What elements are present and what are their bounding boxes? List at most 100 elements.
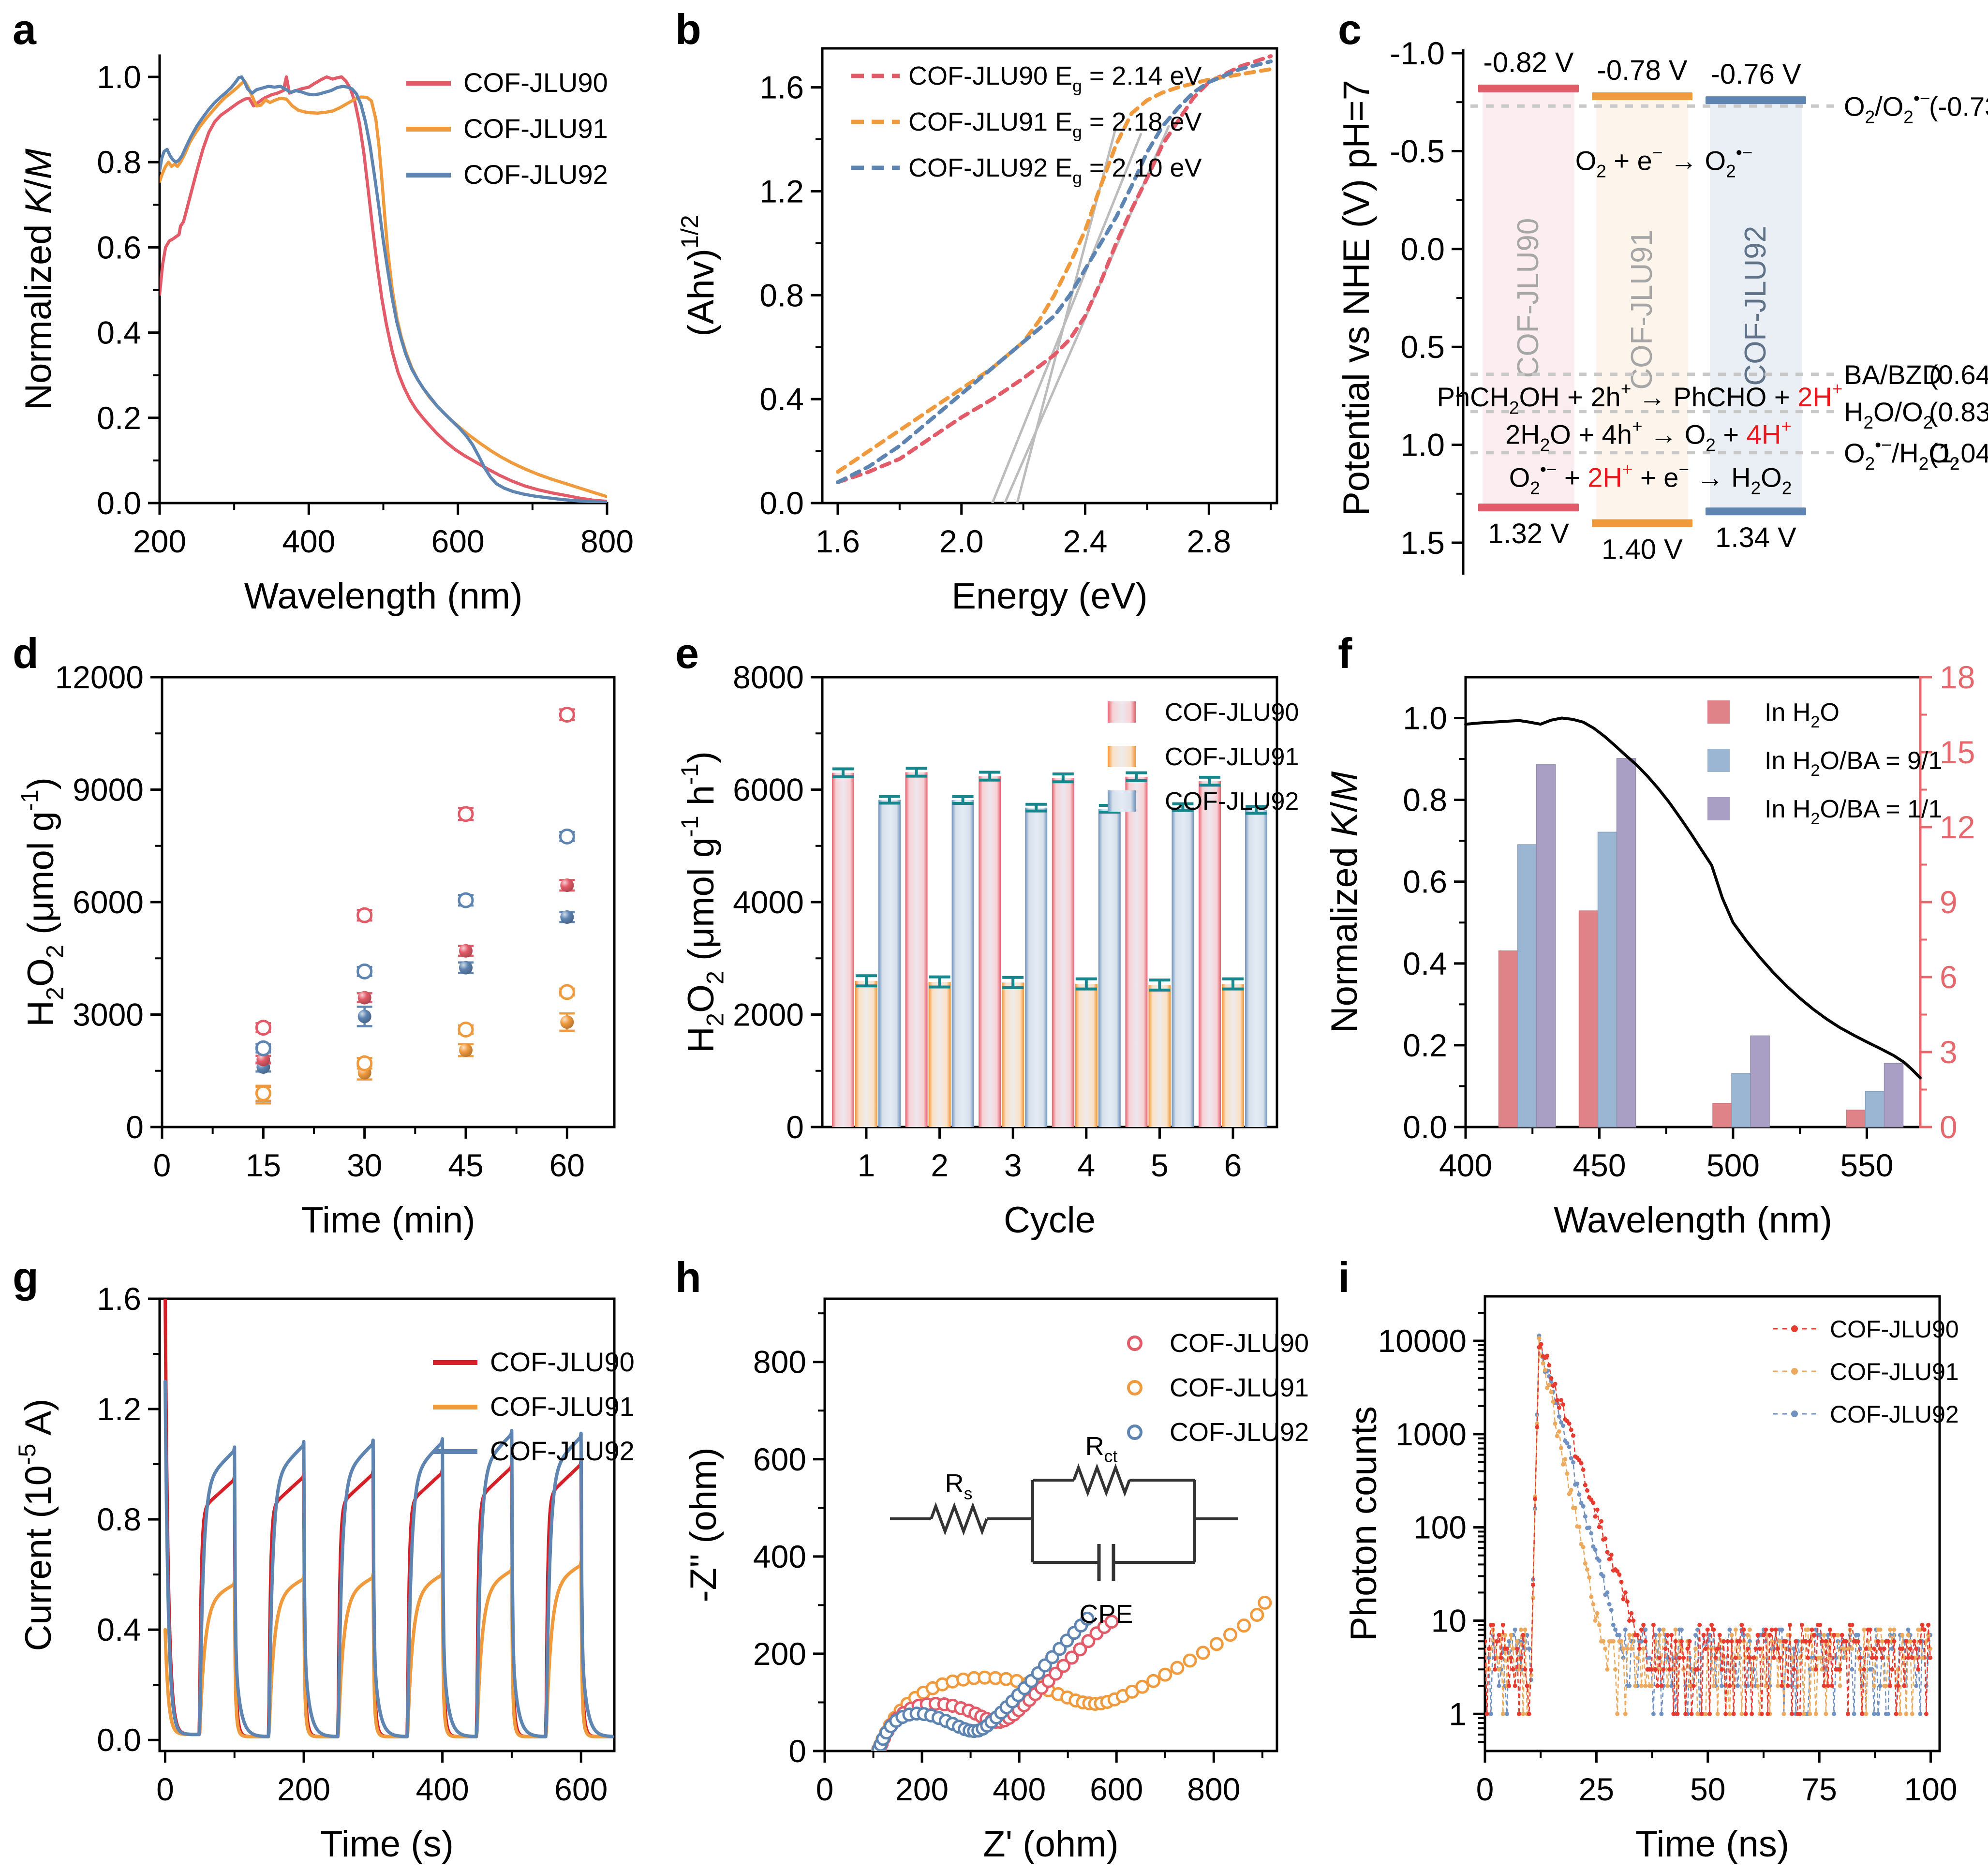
f-bars-In H_2_O xyxy=(1498,910,1866,1128)
svg-text:400: 400 xyxy=(753,1539,806,1574)
panel-e-letter: e xyxy=(675,629,699,677)
cycling-stability-bar-chart: 1 2 3 4 5 6 0 2000 4000 6000 8000 Cycle H2O2 (μmol g… xyxy=(676,659,1299,1241)
axes xyxy=(150,676,616,1139)
tick-labels: 200 400 600 800 0.0 0.2 0.4 0.6 0.8 1.0 xyxy=(97,59,634,559)
svg-text:200: 200 xyxy=(133,523,186,559)
legend: COF-JLU90 COF-JLU91 COF-JLU92 xyxy=(1773,1316,1959,1428)
svg-text:PhCH2OH + 2h+ → PhCHO + 2H+: PhCH2OH + 2h+ → PhCHO + 2H+ xyxy=(1437,379,1843,418)
axes xyxy=(1452,49,1465,575)
svg-text:COF-JLU90: COF-JLU90 xyxy=(1170,1329,1309,1358)
svg-text:15: 15 xyxy=(1940,734,1975,770)
svg-text:0: 0 xyxy=(153,1147,171,1183)
svg-text:COF-JLU92: COF-JLU92 xyxy=(1739,226,1772,386)
svg-text:2H2O + 4h+ → O2 + 4H+: 2H2O + 4h+ → O2 + 4H+ xyxy=(1505,416,1792,455)
axes xyxy=(148,1297,616,1763)
svg-text:0.8: 0.8 xyxy=(97,1501,141,1537)
svg-text:1: 1 xyxy=(1449,1696,1467,1732)
b-series-tangent-JLU91 xyxy=(1016,125,1117,503)
svg-text:0.0: 0.0 xyxy=(1400,231,1445,267)
redox-lines: O2/O2•−(-0.73 V) BA/BZD(0.64 V) H2O/O2(0.8… xyxy=(1470,89,1988,474)
svg-text:0.4: 0.4 xyxy=(97,1612,141,1647)
svg-text:Time (ns): Time (ns) xyxy=(1635,1824,1789,1865)
svg-text:0.8: 0.8 xyxy=(97,144,141,180)
svg-text:In H2O: In H2O xyxy=(1765,698,1840,731)
svg-text:15: 15 xyxy=(246,1147,281,1183)
svg-text:50: 50 xyxy=(1690,1771,1725,1807)
svg-text:COF-JLU92: COF-JLU92 xyxy=(1170,1418,1309,1447)
svg-text:12: 12 xyxy=(1940,809,1975,845)
h2o2-production-time-chart: 0 15 30 45 60 0 3000 6000 9000 12000 Time (min) H2O… xyxy=(16,659,616,1241)
svg-text:3000: 3000 xyxy=(73,997,144,1033)
tick-labels: 400 450 500 550 0.0 0.2 0.4 0.6 0.8 1.0 0 3 6 9 12 15 18 xyxy=(1403,659,1975,1183)
svg-text:200: 200 xyxy=(895,1771,949,1807)
legend-swatch-circle xyxy=(1127,1380,1142,1395)
panel-a-letter: a xyxy=(13,5,36,53)
panel-d: d 0 15 30 45 60 0 3000 6000 9000 12000 Time (min) H… xyxy=(0,624,663,1248)
svg-text:COF-JLU91: COF-JLU91 xyxy=(490,1391,635,1422)
svg-text:0.8: 0.8 xyxy=(759,277,804,313)
nyquist-eis-chart: 0 200 400 600 800 0 200 400 600 800 Z' (ohm) -Z'' (… xyxy=(683,1297,1309,1865)
panel-g-letter: g xyxy=(13,1253,39,1301)
svg-text:60: 60 xyxy=(549,1147,585,1183)
svg-text:1.32 V: 1.32 V xyxy=(1488,518,1569,549)
legend: COF-JLU90 COF-JLU91 COF-JLU92 xyxy=(406,67,608,190)
svg-text:0: 0 xyxy=(1476,1771,1494,1807)
axis-titles: Wavelength (nm)Normalized K/MAQY (%) xyxy=(1325,771,1832,1241)
svg-text:COF-JLU90 Eg = 2.14 eV: COF-JLU90 Eg = 2.14 eV xyxy=(908,61,1202,96)
svg-text:Rct: Rct xyxy=(1085,1432,1118,1466)
svg-text:4000: 4000 xyxy=(733,884,804,920)
axes xyxy=(1473,1295,1941,1763)
svg-text:2.4: 2.4 xyxy=(1063,523,1108,559)
svg-text:100: 100 xyxy=(1413,1510,1467,1545)
h-series-COF-JLU90 xyxy=(873,1615,1119,1751)
svg-text:Z' (ohm): Z' (ohm) xyxy=(983,1824,1119,1865)
svg-text:0: 0 xyxy=(126,1109,144,1145)
svg-text:0.8: 0.8 xyxy=(1403,782,1447,818)
svg-text:COF-JLU90: COF-JLU90 xyxy=(1830,1316,1959,1343)
svg-text:(Ahv)1/2: (Ahv)1/2 xyxy=(676,215,722,336)
svg-text:(-0.73 V): (-0.73 V) xyxy=(1929,91,1988,121)
svg-text:COF-JLU90: COF-JLU90 xyxy=(463,67,608,98)
i-series-COF-JLU90 xyxy=(1485,1342,1933,1716)
e-bars-COF-JLU91 xyxy=(855,974,1245,1127)
panel-f: f 400 450 500 550 0.0 0.2 0.4 0.6 0.8 1.0 0 3 6 9 12 15… xyxy=(1325,624,1988,1248)
legend: COF-JLU90 COF-JLU91 COF-JLU92 xyxy=(1108,698,1299,816)
svg-text:COF-JLU91: COF-JLU91 xyxy=(463,113,608,144)
svg-text:6000: 6000 xyxy=(73,884,144,920)
svg-text:6: 6 xyxy=(1224,1147,1242,1183)
legend: COF-JLU90 COF-JLU91 COF-JLU92 xyxy=(1127,1329,1309,1447)
svg-text:600: 600 xyxy=(431,523,485,559)
svg-text:Cycle: Cycle xyxy=(1004,1200,1096,1241)
svg-text:COF-JLU91: COF-JLU91 xyxy=(1165,743,1299,771)
svg-text:O2 + e− → O2•−: O2 + e− → O2•− xyxy=(1575,143,1753,181)
svg-text:-1.0: -1.0 xyxy=(1390,35,1445,71)
axis-titles: Cycle H2O2 (μmol g-1 h-1) xyxy=(676,751,1096,1241)
svg-text:550: 550 xyxy=(1840,1147,1893,1183)
svg-text:400: 400 xyxy=(416,1771,469,1807)
axis-titles: Z' (ohm) -Z'' (ohm) xyxy=(683,1447,1119,1865)
svg-text:Potential vs NHE (V) pH=7: Potential vs NHE (V) pH=7 xyxy=(1336,80,1377,516)
d-series-orange-filled xyxy=(255,1012,575,1105)
svg-text:Rs: Rs xyxy=(945,1469,973,1503)
column-COF-JLU90: -0.82 V 1.32 V COF-JLU90 xyxy=(1478,47,1579,549)
svg-text:2: 2 xyxy=(931,1147,949,1183)
svg-text:400: 400 xyxy=(282,523,335,559)
uvvis-spectra-chart: 200 400 600 800 0.0 0.2 0.4 0.6 0.8 1.0 Wavelength… xyxy=(18,54,634,617)
svg-text:0.6: 0.6 xyxy=(1403,864,1447,900)
svg-text:Current (10-5 A): Current (10-5 A) xyxy=(14,1399,59,1651)
photocurrent-chart: 0 200 400 600 0.0 0.4 0.8 1.2 1.6 Time (s) Current… xyxy=(14,1281,635,1865)
svg-text:CPE: CPE xyxy=(1079,1600,1133,1629)
svg-text:30: 30 xyxy=(347,1147,382,1183)
svg-text:1.0: 1.0 xyxy=(1400,427,1445,463)
svg-text:1.6: 1.6 xyxy=(97,1281,141,1317)
panel-a: a 200 400 600 800 0.0 0.2 0.4 0.6 0.8 1.0 Waveleng… xyxy=(0,0,663,624)
axis-titles: Time (ns) Photon counts xyxy=(1343,1406,1789,1865)
axes xyxy=(1454,676,1932,1139)
svg-text:2.8: 2.8 xyxy=(1187,523,1231,559)
svg-text:0: 0 xyxy=(1940,1109,1958,1145)
svg-text:0.6: 0.6 xyxy=(97,229,141,265)
svg-text:0.0: 0.0 xyxy=(97,1722,141,1758)
svg-text:10000: 10000 xyxy=(1378,1323,1467,1359)
tick-labels: 0 200 400 600 800 0 200 400 600 800 xyxy=(753,1344,1240,1807)
svg-text:Normalized K/M: Normalized K/M xyxy=(1325,771,1365,1033)
